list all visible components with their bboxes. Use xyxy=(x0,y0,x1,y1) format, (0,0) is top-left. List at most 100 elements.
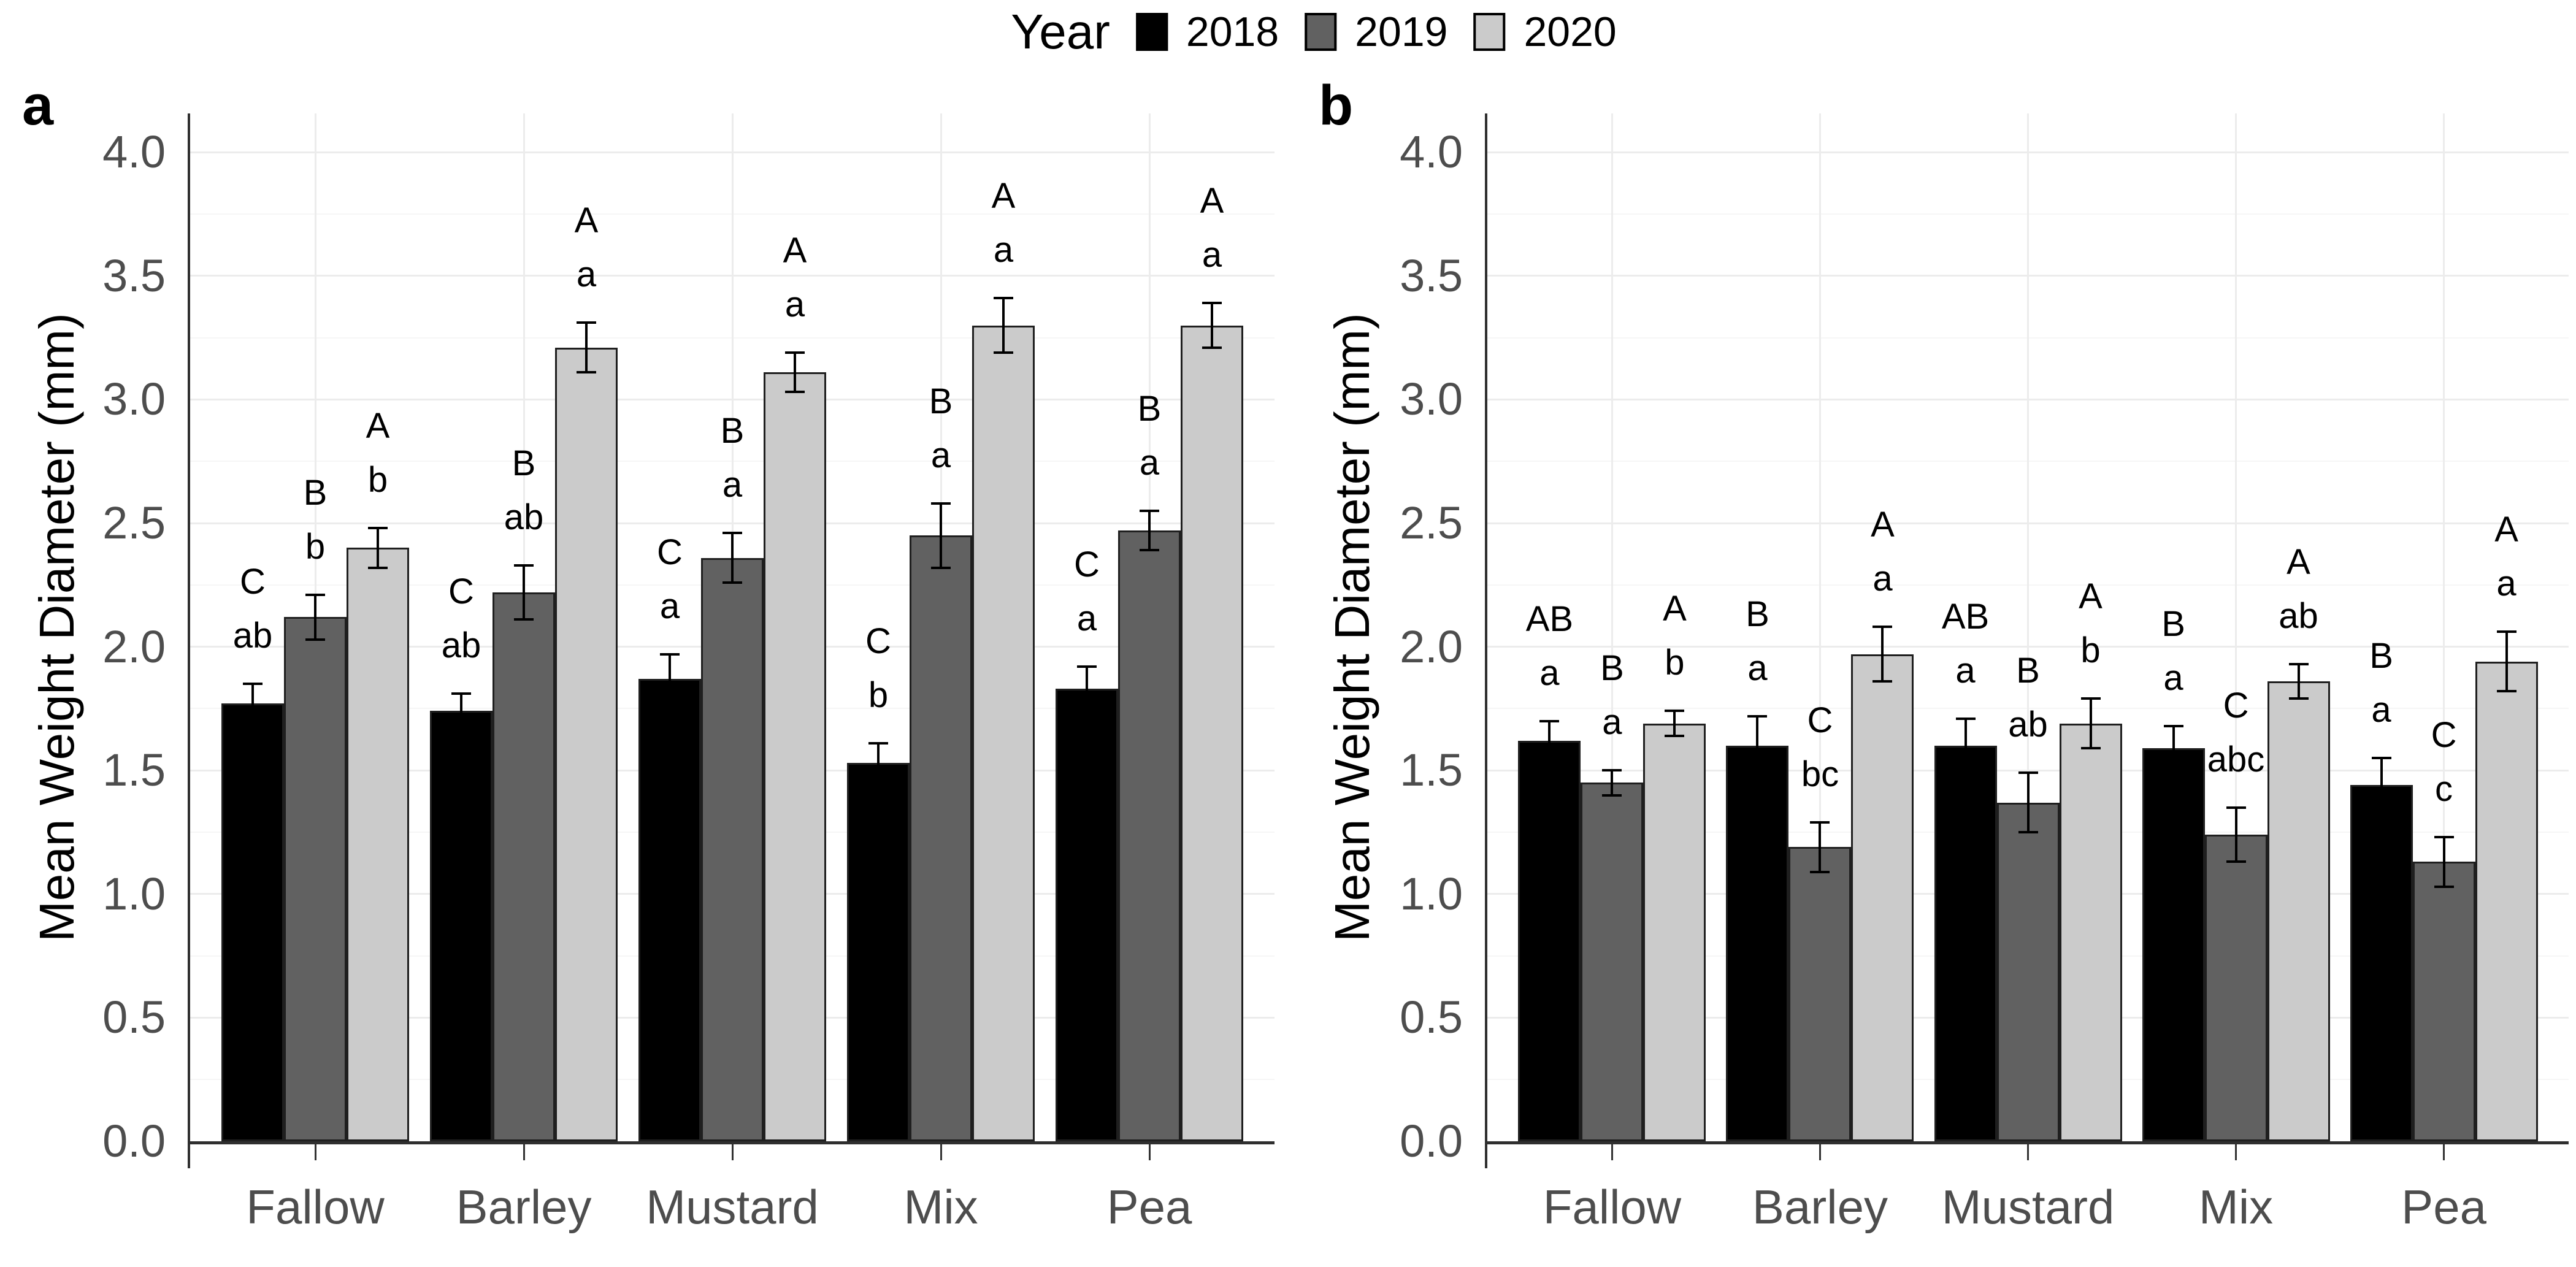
error-bar xyxy=(2026,773,2030,833)
error-bar xyxy=(2297,664,2300,699)
error-bar-cap xyxy=(305,638,325,641)
bar-fallow-2020 xyxy=(347,548,409,1141)
error-bar xyxy=(2172,725,2175,771)
bar-fallow-2018 xyxy=(1518,740,1581,1141)
y-tick-label: 0.5 xyxy=(1400,992,1463,1043)
error-bar-cap xyxy=(1955,771,1976,775)
error-bar-cap xyxy=(1539,759,1560,762)
bar-pea-2019 xyxy=(1118,530,1181,1141)
x-tick-mark xyxy=(731,1144,734,1160)
crop-significance-letter: a xyxy=(1747,648,1768,688)
year-significance-letter: B xyxy=(2016,651,2040,691)
error-bar-cap xyxy=(2163,769,2183,772)
error-bar-cap xyxy=(2371,811,2391,814)
error-bar xyxy=(1002,298,1005,353)
year-significance-letter: AB xyxy=(1941,596,1990,637)
year-significance-letter: C xyxy=(2431,715,2457,756)
crop-significance-letter: a xyxy=(1955,650,1976,691)
error-bar xyxy=(1756,716,1759,776)
error-bar xyxy=(1148,510,1151,551)
bar-mustard-2018 xyxy=(1934,745,1997,1141)
x-tick-mark xyxy=(523,1144,525,1160)
error-bar xyxy=(1611,770,1614,795)
year-significance-letter: B xyxy=(720,411,745,451)
error-bar-cap xyxy=(785,351,805,354)
crop-significance-letter: c xyxy=(2435,769,2453,810)
year-significance-letter: B xyxy=(1137,388,1162,429)
year-significance-letter: B xyxy=(1746,594,1769,634)
error-bar-cap xyxy=(577,371,596,374)
crop-significance-letter: a xyxy=(993,230,1014,270)
error-bar-cap xyxy=(1539,719,1560,722)
y-tick-label: 0.5 xyxy=(102,992,166,1043)
y-tick-label: 3.5 xyxy=(102,250,166,301)
error-bar-cap xyxy=(723,532,742,535)
error-bar xyxy=(1211,303,1213,348)
crop-significance-letter: ab xyxy=(232,616,273,656)
bar-barley-2018 xyxy=(1726,745,1789,1141)
x-tick-mark xyxy=(2235,1144,2237,1160)
crop-significance-letter: ab xyxy=(2279,595,2318,636)
error-bar xyxy=(669,654,671,704)
legend-swatch-2019-icon xyxy=(1305,13,1337,51)
bar-fallow-2019 xyxy=(284,617,347,1141)
error-bar-cap xyxy=(2080,746,2101,749)
year-significance-letter: A xyxy=(1200,181,1224,221)
error-bar-cap xyxy=(723,581,742,584)
x-tick-label-barley: Barley xyxy=(456,1180,592,1234)
bar-pea-2020 xyxy=(1181,325,1243,1141)
error-bar xyxy=(2234,807,2237,862)
error-bar-cap xyxy=(2288,662,2309,665)
crop-significance-letter: b xyxy=(305,526,326,567)
x-tick-label-barley: Barley xyxy=(1752,1180,1888,1234)
gridline-vertical xyxy=(2443,113,2445,1141)
crop-significance-letter: b xyxy=(868,675,889,715)
crop-significance-letter: abc xyxy=(2207,739,2265,779)
error-bar-cap xyxy=(1140,509,1159,512)
error-bar xyxy=(1673,711,1676,736)
error-bar-cap xyxy=(994,297,1013,300)
error-bar xyxy=(1881,627,1884,682)
x-tick-label-pea: Pea xyxy=(2401,1180,2486,1234)
error-bar-cap xyxy=(514,564,534,567)
x-tick-mark xyxy=(314,1144,316,1160)
y-tick-label: 1.0 xyxy=(1400,868,1463,919)
year-significance-letter: A xyxy=(2494,510,2518,550)
error-bar-cap xyxy=(931,502,951,505)
error-bar xyxy=(585,323,588,373)
y-tick-label: 3.0 xyxy=(1400,373,1463,425)
crop-significance-letter: b xyxy=(1665,643,1685,683)
bar-barley-2019 xyxy=(493,592,555,1141)
error-bar-cap xyxy=(660,702,680,705)
bar-pea-2018 xyxy=(2350,785,2413,1141)
panel-letter-a: a xyxy=(22,74,54,137)
bar-mustard-2020 xyxy=(2059,723,2122,1141)
error-bar-cap xyxy=(243,722,263,725)
error-bar-cap xyxy=(1077,665,1097,668)
error-bar-cap xyxy=(1202,346,1222,349)
error-bar xyxy=(940,503,942,568)
legend-item-2019: 2019 xyxy=(1305,11,1447,53)
error-bar xyxy=(1548,721,1551,761)
legend-title: Year xyxy=(1011,4,1110,59)
error-bar-cap xyxy=(577,321,596,324)
crop-significance-letter: a xyxy=(659,586,680,626)
error-bar-cap xyxy=(660,653,680,656)
y-tick-label: 1.5 xyxy=(1400,745,1463,796)
legend-label: 2020 xyxy=(1524,9,1617,55)
legend-label: 2019 xyxy=(1355,9,1448,55)
error-bar-cap xyxy=(2226,860,2246,863)
